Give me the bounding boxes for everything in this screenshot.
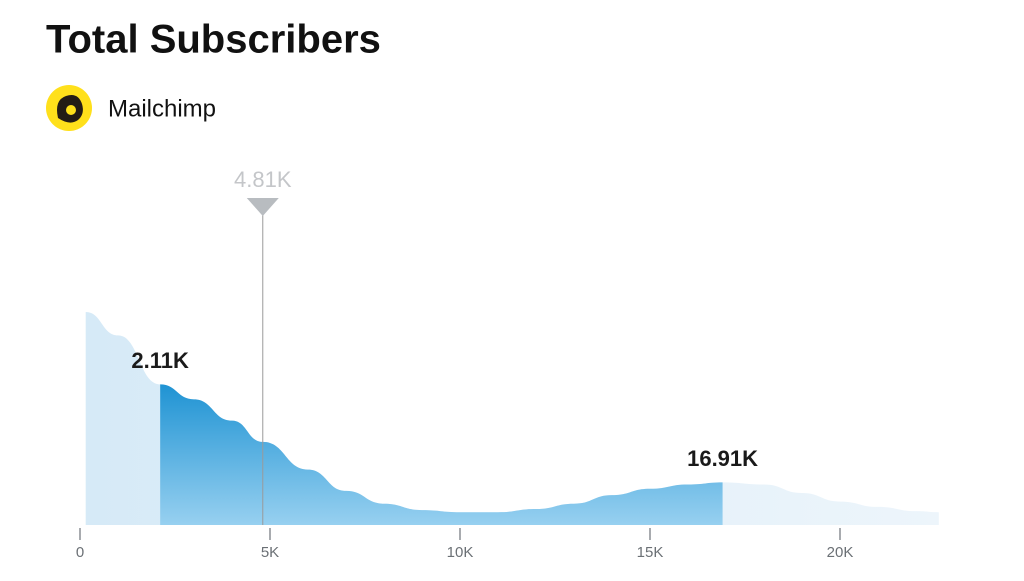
title: Total Subscribers (46, 18, 381, 62)
x-tick-label: 20K (827, 544, 854, 561)
highlight-area (160, 384, 723, 525)
subtitle: Mailchimp (108, 95, 216, 122)
range-label: 2.11K (131, 348, 189, 373)
x-tick-label: 5K (261, 544, 279, 561)
marker-triangle (246, 198, 279, 216)
x-tick-label: 0 (76, 544, 84, 561)
marker-label: 4.81K (234, 167, 292, 192)
range-label: 16.91K (687, 446, 758, 471)
mailchimp-icon (46, 85, 92, 131)
x-tick-label: 15K (637, 544, 664, 561)
x-tick-label: 10K (447, 544, 474, 561)
